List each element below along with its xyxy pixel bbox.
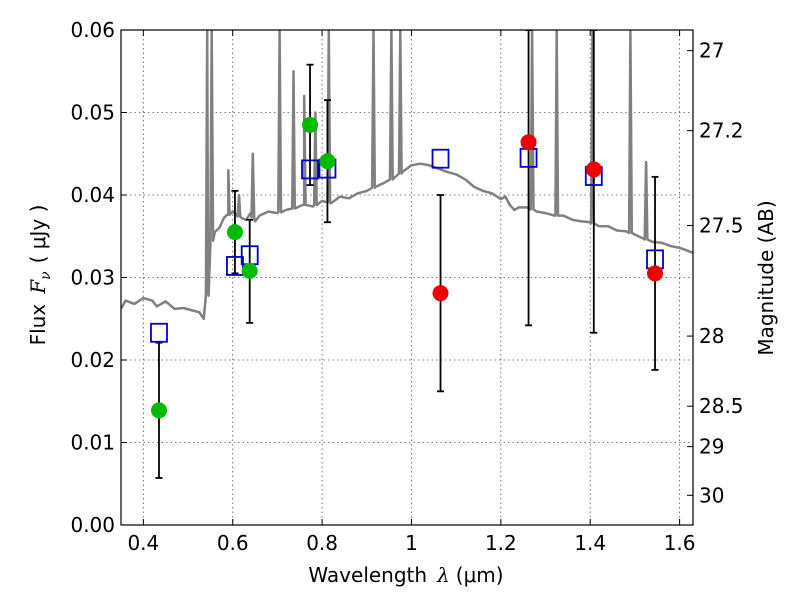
y-tick-label: 0.03 [70,266,115,290]
y-tick-label: 0.05 [70,101,115,125]
y-axis-ticks: 0.00 0.01 0.02 0.03 0.04 0.05 0.06 [70,18,127,537]
y-tick-label: 0.00 [70,513,115,537]
grid-lines [121,30,693,525]
y2-axis-label: Magnitude (AB) [754,200,778,355]
model-flux-square [150,322,168,343]
y2-tick-label: 28 [699,324,724,348]
observed-point-red [520,134,537,151]
y2-axis-ticks: 27 27.2 27.5 28 28.5 29 30 [687,39,744,507]
y-tick-label: 0.02 [70,348,115,372]
x-tick-label: 0.4 [127,531,159,555]
y2-tick-label: 28.5 [699,394,744,418]
y-axis-label: FluxFν( μJy ) [26,205,54,346]
x-tick-label: 0.8 [306,531,338,555]
observed-point-green [241,262,258,279]
y-tick-label: 0.06 [70,18,115,42]
model-spectrum [121,30,693,321]
observed-point-red [585,161,602,178]
y2-tick-label: 27.2 [699,119,744,143]
observed-point-green [226,224,243,241]
x-tick-label: 1.4 [574,531,606,555]
x-tick-label: 0.6 [217,531,249,555]
x-axis-label: Wavelength λ (μm) [308,563,503,587]
observed-points [150,116,664,419]
observed-point-green [319,153,336,170]
model-flux-square [431,148,450,169]
observed-point-green [302,116,319,133]
y-tick-label: 0.04 [70,183,115,207]
x-tick-label: 1.6 [664,531,696,555]
model-flux-square [301,159,319,180]
model-squares [150,147,664,343]
x-tick-label: 1.2 [485,531,517,555]
model-flux-square [226,256,244,276]
y-tick-label: 0.01 [70,431,115,455]
observed-point-green [150,402,167,419]
x-axis-ticks: 0.4 0.6 0.8 1 1.2 1.4 1.6 [127,30,696,555]
y2-tick-label: 27 [699,39,724,63]
y2-tick-label: 30 [699,483,724,507]
observed-point-red [432,285,449,302]
y2-tick-label: 27.5 [699,214,744,238]
x-tick-label: 1 [405,531,418,555]
observed-point-red [647,265,664,282]
model-spectrum-line [121,30,693,321]
y2-tick-label: 29 [699,435,724,459]
